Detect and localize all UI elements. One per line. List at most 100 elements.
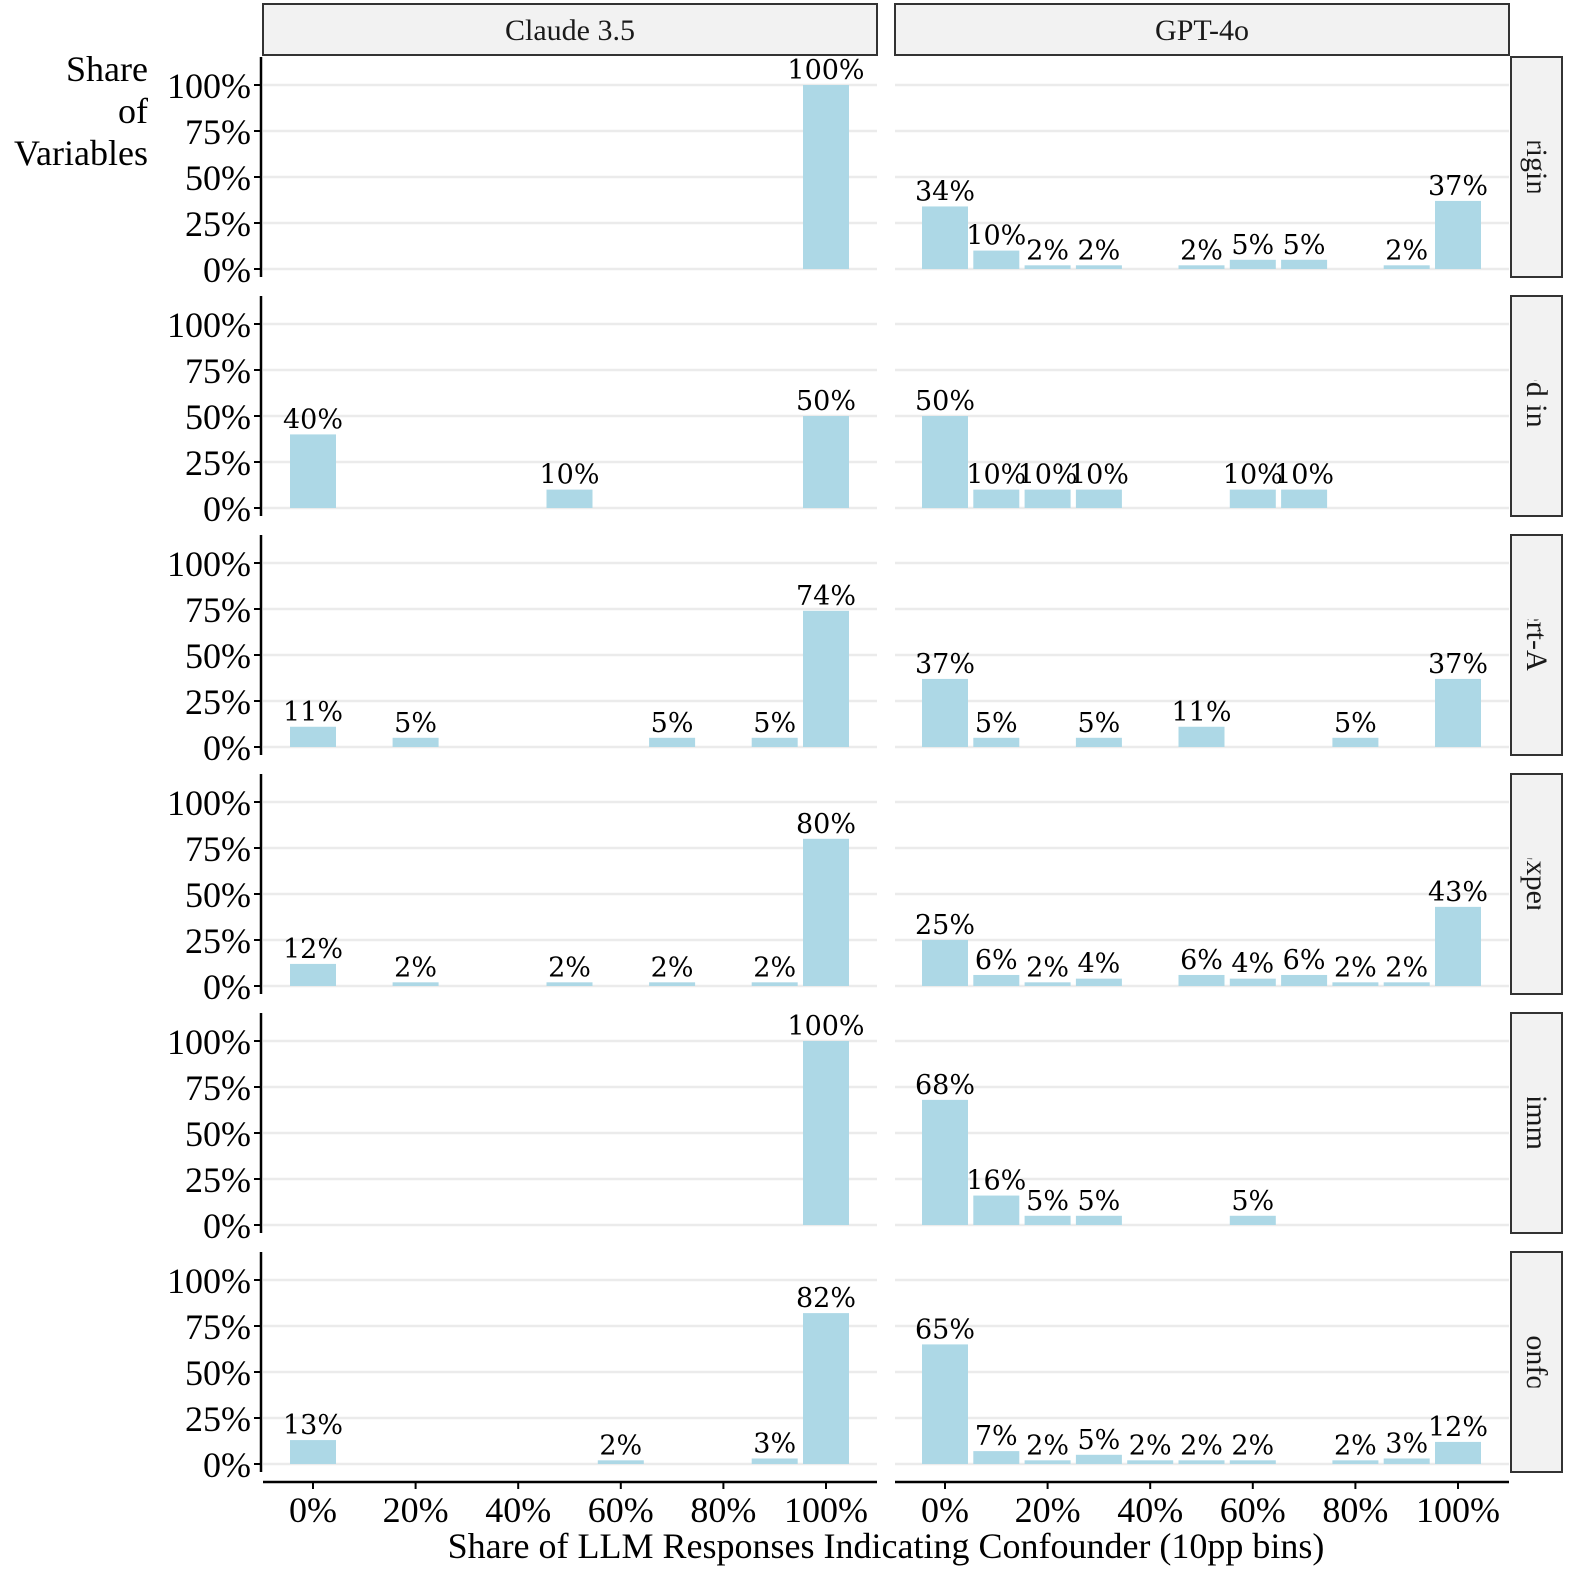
bar-value-label: 65% [915, 1314, 975, 1345]
bar [1281, 489, 1328, 508]
bar [751, 982, 798, 986]
bar [1024, 489, 1071, 508]
facet-strips: Claude 3.5 GPT-4o Original Added in 2016 Exp… [262, 3, 1563, 1473]
x-tick-label: 60% [1220, 1490, 1286, 1530]
panel-3-0: 12% 2% 2% 2% 2% 80% [263, 800, 877, 988]
panel-0-0: 100% [263, 55, 877, 271]
bar-value-label: 2% [1129, 1430, 1172, 1461]
bar [1435, 1441, 1481, 1464]
bar-value-label: 10% [539, 460, 599, 491]
y-tick-label: 100% [167, 544, 251, 584]
bar [1178, 1460, 1225, 1464]
x-tick-label: 40% [1117, 1490, 1183, 1530]
y-tick-label: 0% [203, 728, 251, 768]
bar-value-label: 2% [651, 952, 694, 983]
bar-value-label: 3% [753, 1428, 796, 1459]
bar-value-label: 2% [1385, 235, 1428, 266]
bar [649, 982, 696, 986]
x-tick-label: 0% [289, 1490, 337, 1530]
bar [290, 1440, 336, 1464]
bar-value-label: 34% [915, 176, 975, 207]
x-tick-label: 100% [784, 1490, 868, 1530]
bar [803, 416, 849, 508]
y-tick-label: 100% [167, 66, 251, 106]
bar-value-label: 5% [975, 708, 1018, 739]
bar-value-label: 5% [1283, 230, 1326, 261]
bar-value-label: 50% [915, 386, 975, 417]
x-axis-title: Share of LLM Responses Indicating Confou… [448, 1526, 1325, 1566]
bar [597, 1460, 644, 1464]
bar [973, 1195, 1020, 1225]
bar-value-label: 2% [1385, 952, 1428, 983]
bar-value-label: 2% [394, 952, 437, 983]
bar [803, 1041, 849, 1225]
bar [1075, 1454, 1122, 1464]
y-tick-label: 25% [185, 921, 251, 961]
bar [1075, 737, 1122, 747]
row-strip-3: Final Expert DAG [1510, 773, 1563, 995]
y-tick-label: 75% [185, 112, 251, 152]
bar-value-label: 10% [1274, 460, 1334, 491]
bar-value-label: 5% [651, 708, 694, 739]
y-tick-label: 100% [167, 305, 251, 345]
y-tick-label: 75% [185, 351, 251, 391]
bar-value-label: 10% [1223, 460, 1283, 491]
bar [1229, 978, 1276, 986]
bar [1024, 982, 1071, 986]
bar [1075, 265, 1122, 269]
bar [922, 206, 968, 269]
y-axis-title: Share of Variables [14, 49, 148, 173]
bar [1435, 678, 1481, 747]
row-strip-label: Added in 2016 [1520, 317, 1553, 495]
bar [803, 610, 849, 747]
bar-value-label: 2% [599, 1430, 642, 1461]
bar-value-label: 25% [915, 910, 975, 941]
row-strip-label: Expert-Added [1520, 560, 1553, 730]
bar-value-label: 10% [1069, 460, 1129, 491]
bar-value-label: 6% [1283, 945, 1326, 976]
panel-2-1: 37%5% 5% 11% 5%37% [895, 561, 1509, 749]
bar [392, 737, 439, 747]
bar-value-label: 6% [1180, 945, 1223, 976]
bar-value-label: 2% [1231, 1430, 1274, 1461]
y-tick-label: 75% [185, 829, 251, 869]
y-tick-label: 25% [185, 443, 251, 483]
bar-value-label: 2% [1180, 1430, 1223, 1461]
bar [973, 1451, 1020, 1464]
bar-value-label: 6% [975, 945, 1018, 976]
y-tick-label: 50% [185, 158, 251, 198]
y-tick-label: 0% [203, 1445, 251, 1485]
bar [1229, 489, 1276, 508]
column-strip-label: GPT-4o [1155, 14, 1249, 47]
panel-1-1: 50%10%10%10% 10%10% [895, 322, 1509, 510]
bar [290, 726, 336, 747]
bar [1229, 1215, 1276, 1225]
bar [922, 416, 968, 508]
bar-value-label: 68% [915, 1070, 975, 1101]
y-tick-label: 0% [203, 250, 251, 290]
bar-value-label: 5% [1077, 708, 1120, 739]
panel-1-0: 40% 10% 50% [263, 322, 877, 510]
bar [803, 838, 849, 986]
y-tick-label: 50% [185, 875, 251, 915]
y-tick-label: 50% [185, 1353, 251, 1393]
panel-4-1: 68%16%5% 5% 5% [895, 1039, 1509, 1227]
bar [922, 1099, 968, 1225]
bar-value-label: 10% [966, 221, 1026, 252]
row-strip-label: Non-Confounders [1520, 1254, 1553, 1471]
bar-value-label: 74% [796, 581, 856, 612]
panel-3-1: 25%6% 2% 4% 6% 4% 6% 2% 2%43% [895, 800, 1509, 988]
bar-value-label: 5% [753, 708, 796, 739]
y-tick-label: 25% [185, 1160, 251, 1200]
bar-value-label: 80% [796, 809, 856, 840]
bar-value-label: 2% [1334, 1430, 1377, 1461]
bar [1383, 982, 1430, 986]
bar [290, 434, 336, 508]
bar [1229, 1460, 1276, 1464]
bar [1075, 489, 1122, 508]
y-axis-title-line-3: Variables [14, 133, 148, 173]
y-axis-title-line-1: Share [66, 49, 148, 89]
panel-5-1: 65% 7% 2% 5% 2% 2% 2% 2% 3%12% [895, 1278, 1509, 1466]
bar [1383, 265, 1430, 269]
